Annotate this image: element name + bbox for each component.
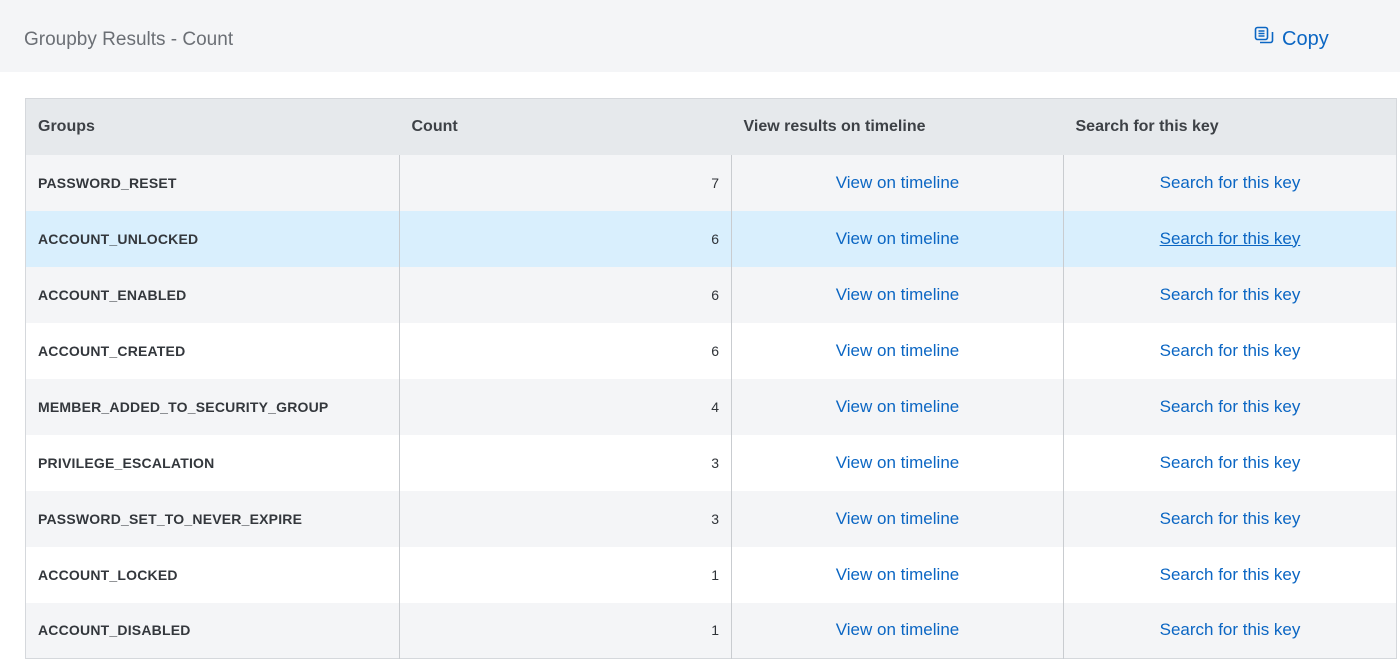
count-cell: 6 [399, 210, 732, 267]
count-cell: 7 [399, 154, 732, 211]
timeline-cell: View on timeline [731, 378, 1064, 435]
timeline-cell: View on timeline [731, 434, 1064, 491]
table-row: ACCOUNT_LOCKED 1 View on timeline Search… [25, 546, 1397, 603]
view-on-timeline-link[interactable]: View on timeline [835, 564, 960, 584]
page-title: Groupby Results - Count [24, 29, 234, 50]
timeline-cell: View on timeline [731, 210, 1064, 267]
search-for-key-link[interactable]: Search for this key [1159, 620, 1301, 640]
search-cell: Search for this key [1063, 602, 1397, 659]
group-cell: ACCOUNT_LOCKED [25, 546, 400, 603]
search-cell: Search for this key [1063, 490, 1397, 547]
view-on-timeline-link[interactable]: View on timeline [835, 172, 960, 192]
search-for-key-link[interactable]: Search for this key [1159, 396, 1301, 416]
count-cell: 6 [399, 322, 732, 379]
view-on-timeline-link[interactable]: View on timeline [835, 396, 960, 416]
group-cell: ACCOUNT_CREATED [25, 322, 400, 379]
group-cell: PASSWORD_SET_TO_NEVER_EXPIRE [25, 490, 400, 547]
copy-label: Copy [1282, 27, 1329, 50]
search-for-key-link[interactable]: Search for this key [1159, 284, 1301, 304]
group-cell: ACCOUNT_DISABLED [25, 602, 400, 659]
table-row: PASSWORD_RESET 7 View on timeline Search… [25, 154, 1397, 211]
search-for-key-link[interactable]: Search for this key [1159, 172, 1301, 192]
search-for-key-link[interactable]: Search for this key [1159, 228, 1301, 248]
view-on-timeline-link[interactable]: View on timeline [835, 508, 960, 528]
view-on-timeline-link[interactable]: View on timeline [835, 228, 960, 248]
count-cell: 1 [399, 546, 732, 603]
table-row: PASSWORD_SET_TO_NEVER_EXPIRE 3 View on t… [25, 490, 1397, 547]
results-header: Groupby Results - Count Copy [0, 0, 1400, 72]
group-cell: ACCOUNT_UNLOCKED [25, 210, 400, 267]
group-cell: ACCOUNT_ENABLED [25, 266, 400, 323]
search-cell: Search for this key [1063, 378, 1397, 435]
search-cell: Search for this key [1063, 434, 1397, 491]
search-cell: Search for this key [1063, 210, 1397, 267]
search-for-key-link[interactable]: Search for this key [1159, 564, 1301, 584]
table-row: ACCOUNT_UNLOCKED 6 View on timeline Sear… [25, 210, 1397, 267]
groupby-results-table: Groups Count View results on timeline Se… [25, 98, 1397, 659]
column-header-groups[interactable]: Groups [25, 98, 400, 155]
search-cell: Search for this key [1063, 546, 1397, 603]
view-on-timeline-link[interactable]: View on timeline [835, 452, 960, 472]
table-row: ACCOUNT_CREATED 6 View on timeline Searc… [25, 322, 1397, 379]
search-for-key-link[interactable]: Search for this key [1159, 340, 1301, 360]
count-cell: 3 [399, 434, 732, 491]
search-for-key-link[interactable]: Search for this key [1159, 452, 1301, 472]
timeline-cell: View on timeline [731, 546, 1064, 603]
column-header-timeline: View results on timeline [731, 98, 1064, 155]
group-cell: MEMBER_ADDED_TO_SECURITY_GROUP [25, 378, 400, 435]
copy-icon [1254, 26, 1274, 52]
table-header-row: Groups Count View results on timeline Se… [25, 98, 1397, 155]
count-cell: 6 [399, 266, 732, 323]
column-header-search: Search for this key [1063, 98, 1397, 155]
column-header-count[interactable]: Count [399, 98, 732, 155]
search-cell: Search for this key [1063, 154, 1397, 211]
search-for-key-link[interactable]: Search for this key [1159, 508, 1301, 528]
timeline-cell: View on timeline [731, 490, 1064, 547]
search-cell: Search for this key [1063, 322, 1397, 379]
view-on-timeline-link[interactable]: View on timeline [835, 284, 960, 304]
timeline-cell: View on timeline [731, 154, 1064, 211]
count-cell: 3 [399, 490, 732, 547]
view-on-timeline-link[interactable]: View on timeline [835, 340, 960, 360]
table-row: MEMBER_ADDED_TO_SECURITY_GROUP 4 View on… [25, 378, 1397, 435]
group-cell: PRIVILEGE_ESCALATION [25, 434, 400, 491]
timeline-cell: View on timeline [731, 266, 1064, 323]
timeline-cell: View on timeline [731, 322, 1064, 379]
timeline-cell: View on timeline [731, 602, 1064, 659]
count-cell: 1 [399, 602, 732, 659]
view-on-timeline-link[interactable]: View on timeline [835, 620, 960, 640]
search-cell: Search for this key [1063, 266, 1397, 323]
table-row: PRIVILEGE_ESCALATION 3 View on timeline … [25, 434, 1397, 491]
table-row: ACCOUNT_DISABLED 1 View on timeline Sear… [25, 602, 1397, 659]
count-cell: 4 [399, 378, 732, 435]
table-row: ACCOUNT_ENABLED 6 View on timeline Searc… [25, 266, 1397, 323]
group-cell: PASSWORD_RESET [25, 154, 400, 211]
copy-button[interactable]: Copy [1254, 26, 1329, 52]
